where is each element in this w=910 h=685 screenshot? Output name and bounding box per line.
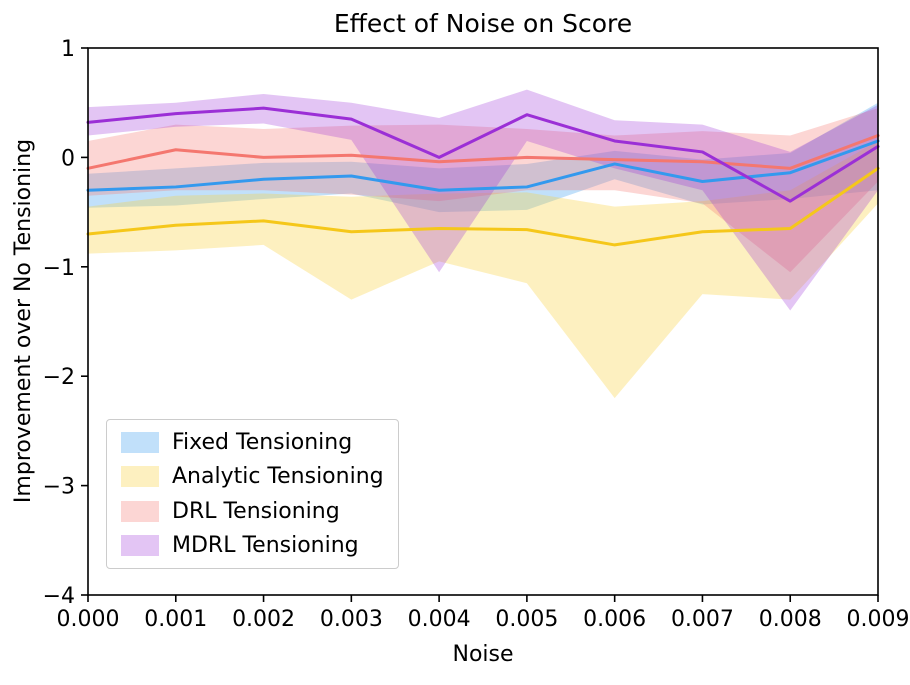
line-drl-tensioning <box>86 134 880 170</box>
line-analytic-tensioning <box>86 166 880 247</box>
legend-item-fixed-tensioning: Fixed Tensioning <box>121 430 384 455</box>
legend-item-drl-tensioning: DRL Tensioning <box>121 499 384 524</box>
axes-frame <box>87 47 879 596</box>
y-tick-label: −2 <box>43 365 75 390</box>
y-tick-label: 0 <box>61 146 75 171</box>
y-tick-label: −1 <box>43 256 75 281</box>
legend-swatch-drl-tensioning <box>121 500 159 522</box>
y-tick-label: 1 <box>61 37 75 62</box>
x-tick-label: 0.002 <box>232 607 295 632</box>
chart-title: Effect of Noise on Score <box>334 9 632 38</box>
legend: Fixed Tensioning Analytic Tensioning DRL T… <box>106 419 399 570</box>
legend-item-mdrl-tensioning: MDRL Tensioning <box>121 533 384 558</box>
band-analytic-tensioning <box>88 140 878 399</box>
x-tick-label: 0.007 <box>671 607 734 632</box>
legend-label-drl-tensioning: DRL Tensioning <box>172 498 340 524</box>
y-axis-label: Improvement over No Tensioning <box>11 139 36 503</box>
x-tick-label: 0.001 <box>144 607 207 632</box>
y-tick-label: −4 <box>43 584 75 609</box>
x-tick-label: 0.009 <box>847 607 910 632</box>
x-tick-label: 0.006 <box>583 607 646 632</box>
band-mdrl-tensioning <box>88 89 878 311</box>
x-axis-label: Noise <box>452 642 513 667</box>
x-tick-label: 0.000 <box>57 607 120 632</box>
band-fixed-tensioning <box>88 102 878 213</box>
legend-item-analytic-tensioning: Analytic Tensioning <box>121 464 384 489</box>
legend-swatch-fixed-tensioning <box>121 432 159 454</box>
x-tick-label: 0.003 <box>320 607 383 632</box>
legend-label-fixed-tensioning: Fixed Tensioning <box>172 430 353 455</box>
legend-swatch-mdrl-tensioning <box>121 535 159 557</box>
line-mdrl-tensioning <box>86 106 880 203</box>
legend-swatch-analytic-tensioning <box>121 466 159 488</box>
legend-label-mdrl-tensioning: MDRL Tensioning <box>172 532 359 558</box>
y-tick-label: −3 <box>43 475 75 500</box>
x-tick-label: 0.008 <box>759 607 822 632</box>
legend-label-analytic-tensioning: Analytic Tensioning <box>172 464 384 490</box>
x-tick-label: 0.005 <box>495 607 558 632</box>
x-tick-label: 0.004 <box>408 607 471 632</box>
